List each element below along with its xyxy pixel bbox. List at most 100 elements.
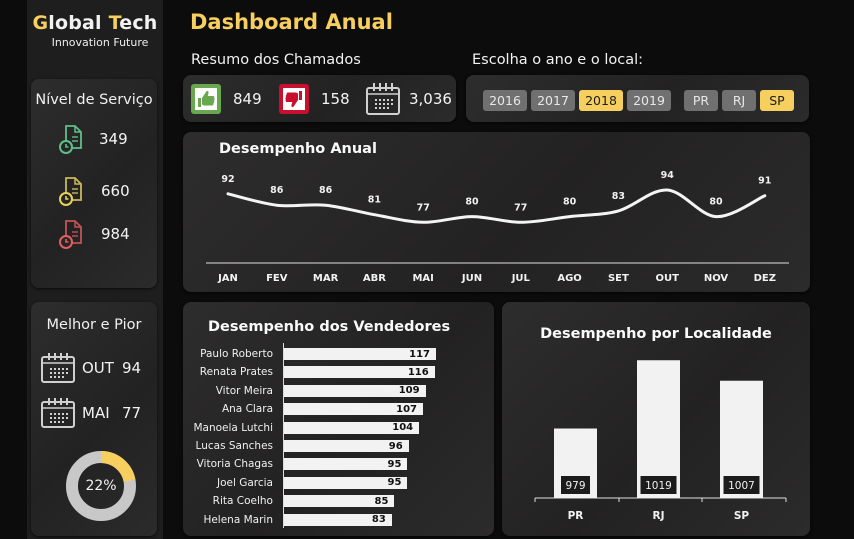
location-value-label: 1007 (728, 480, 755, 492)
seller-row: Renata Prates 116 (183, 365, 435, 379)
annual-data-label: 83 (612, 191, 625, 202)
summary-item-negative: 158 (279, 75, 350, 122)
seller-row: Helena Marin 83 (183, 513, 392, 527)
annual-performance-card: Desempenho Anual 92 86 86 81 77 80 77 80 83 94 80 9… (183, 132, 810, 292)
location-value-label: 1019 (645, 480, 672, 492)
seller-row: Rita Coelho 85 (183, 494, 395, 508)
total-count: 3,036 (409, 89, 452, 108)
service-level-item-yellow: 660 (57, 175, 130, 207)
service-level-value: 349 (99, 130, 128, 148)
seller-bar: 117 (284, 348, 436, 360)
document-clock-icon (59, 177, 82, 206)
seller-bar: 116 (284, 366, 435, 379)
annual-x-tick-label: OUT (655, 273, 679, 284)
service-level-value: 660 (101, 182, 130, 200)
annual-data-label: 77 (514, 202, 527, 213)
location-value-label-bg (561, 476, 590, 494)
seller-bar: 104 (284, 421, 420, 434)
seller-name: Helena Marin (203, 513, 273, 526)
location-value-label: 979 (565, 480, 585, 492)
calendar-icon (41, 353, 75, 383)
summary-title: Resumo dos Chamados (191, 52, 361, 68)
service-level-item-green: 349 (57, 123, 128, 155)
service-level-title: Nível de Serviço (35, 92, 153, 108)
annual-data-label: 94 (661, 170, 675, 181)
thumbs-down-icon (279, 83, 309, 114)
annual-chart-title: Desempenho Anual (219, 141, 377, 157)
seller-row: Ana Clara 107 (183, 402, 423, 416)
best-month-label: OUT (82, 359, 114, 377)
annual-x-tick-label: JAN (217, 273, 238, 284)
worst-month-value: 77 (122, 404, 142, 422)
seller-name: Vitor Meira (215, 384, 273, 397)
sellers-performance-card: Desempenho dos Vendedores Paulo Roberto 1… (183, 302, 494, 536)
worst-month-row: MAI 77 (40, 397, 141, 429)
brand-title: Global Tech (27, 12, 163, 34)
location-value-label-bg (640, 476, 677, 494)
location-bar-chart: 979 PR 1019 RJ 1007 SP (534, 360, 787, 522)
location-performance-card: Desempenho por Localidade 979 PR 1019 RJ 100… (502, 302, 810, 536)
best-worst-title: Melhor e Pior (46, 317, 142, 333)
location-filter-rj[interactable]: RJ (722, 90, 756, 111)
best-month-row: OUT 94 (40, 352, 141, 384)
document-clock-icon (59, 220, 82, 249)
seller-bar: 83 (284, 513, 392, 526)
service-level-card: Nível de Serviço 349 (31, 79, 157, 288)
seller-row: Vitoria Chagas 95 (183, 457, 408, 471)
brand-text-2: ech (119, 12, 158, 34)
annual-line-chart: 92 86 86 81 77 80 77 80 83 94 80 91 JAN FEV MAR ABR MAI J… (206, 170, 789, 284)
annual-data-label: 80 (465, 197, 479, 208)
page-title: Dashboard Anual (190, 10, 393, 34)
annual-x-tick-label: ABR (363, 273, 386, 284)
seller-name: Rita Coelho (212, 495, 273, 508)
sellers-axis-line (283, 343, 284, 528)
seller-name: Lucas Sanches (195, 440, 273, 452)
brand: Global Tech Innovation Future (27, 12, 163, 49)
seller-name: Renata Prates (199, 366, 273, 379)
annual-data-label: 86 (319, 185, 333, 196)
brand-letter-t: T (108, 12, 120, 34)
negative-count: 158 (321, 89, 350, 108)
annual-x-tick-label: DEZ (754, 273, 776, 284)
seller-row: Vitor Meira 109 (183, 384, 426, 398)
positive-count: 849 (233, 89, 262, 108)
year-filter-2016[interactable]: 2016 (483, 90, 527, 111)
seller-bar: 107 (284, 403, 423, 416)
location-filter-pr[interactable]: PR (684, 90, 718, 111)
location-x-tick-label: PR (568, 510, 584, 522)
annual-data-label: 77 (417, 202, 430, 213)
annual-data-label: 91 (758, 176, 771, 187)
location-bar (637, 360, 680, 498)
brand-text-1: lobal (48, 12, 109, 34)
filters-card: 2016 2017 2018 2019 PR RJ SP (466, 75, 809, 122)
sellers-chart-title: Desempenho dos Vendedores (208, 319, 451, 335)
annual-x-tick-label: JUN (461, 273, 482, 284)
annual-line-series (226, 188, 767, 224)
year-filter-2019[interactable]: 2019 (627, 90, 671, 111)
best-worst-card: Melhor e Pior OUT 94 (31, 302, 157, 536)
seller-name: Vitoria Chagas (196, 458, 273, 471)
seller-bar: 85 (284, 495, 395, 508)
year-filter-2017[interactable]: 2017 (531, 90, 575, 111)
seller-row: Lucas Sanches 96 (183, 439, 409, 453)
location-chart-title: Desempenho por Localidade (540, 326, 772, 342)
annual-x-tick-label: MAI (412, 273, 433, 284)
best-month-value: 94 (122, 359, 142, 377)
annual-x-tick-label: NOV (704, 273, 729, 284)
thumbs-up-icon (191, 83, 221, 114)
summary-card: 849 158 3,036 (183, 75, 456, 122)
seller-row: Manoela Lutchi 104 (183, 421, 420, 435)
location-filter-sp[interactable]: SP (760, 90, 794, 111)
percent-donut-gauge: 22% (65, 450, 137, 522)
year-filter-2018[interactable]: 2018 (579, 90, 623, 111)
filters-title: Escolha o ano e o local: (472, 52, 643, 68)
location-x-tick-label: SP (734, 510, 750, 522)
service-level-value: 984 (101, 225, 130, 243)
service-level-item-red: 984 (57, 218, 130, 250)
sidebar: Global Tech Innovation Future Nível de S… (27, 0, 163, 539)
calendar-icon (41, 398, 75, 428)
seller-name: Paulo Roberto (200, 348, 273, 360)
seller-row: Paulo Roberto 117 (183, 347, 436, 361)
annual-data-label: 80 (709, 197, 723, 208)
